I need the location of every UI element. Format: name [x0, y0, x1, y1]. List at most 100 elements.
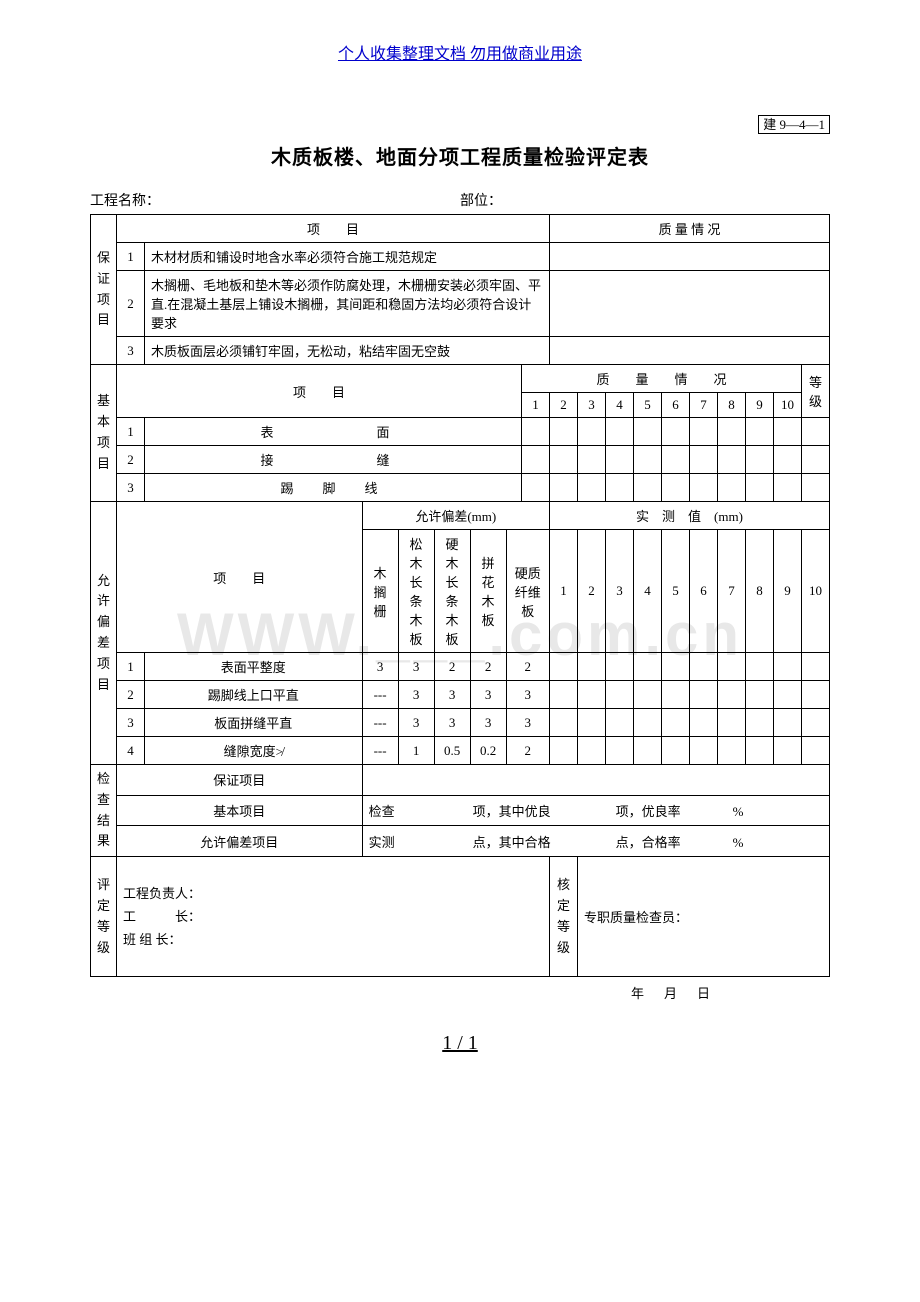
s3-v-2-1: 3 — [398, 681, 434, 709]
header-link: 个人收集整理文档 勿用做商业用途 — [90, 40, 830, 64]
s3-col-4: 硬质纤维板 — [506, 530, 549, 653]
section5-right-label: 核定等级 — [550, 857, 578, 977]
s3-v-2-3: 3 — [470, 681, 506, 709]
meta-row: 工程名称： 部位： — [90, 190, 830, 210]
s3-n4: 4 — [634, 530, 662, 653]
s3-v-1-1: 3 — [398, 653, 434, 681]
position-label: 部位： — [460, 190, 830, 210]
s3-n8: 8 — [746, 530, 774, 653]
section2-header-quality: 质 量 情 况 — [522, 365, 802, 393]
sig-foreman: 工 长： — [123, 905, 543, 928]
s3-v-2-2: 3 — [434, 681, 470, 709]
s3-v-2-0: --- — [362, 681, 398, 709]
s2-idx-3: 3 — [117, 474, 145, 502]
s3-n1: 1 — [550, 530, 578, 653]
s3-v-3-2: 3 — [434, 709, 470, 737]
s2-text-1: 表 面 — [145, 418, 522, 446]
s3-v-2-4: 3 — [506, 681, 549, 709]
s3-n6: 6 — [690, 530, 718, 653]
s3-label-2: 踢脚线上口平直 — [145, 681, 363, 709]
s3-v-3-1: 3 — [398, 709, 434, 737]
s3-idx-1: 1 — [117, 653, 145, 681]
page-title: 木质板楼、地面分项工程质量检验评定表 — [90, 141, 830, 170]
s3-n3: 3 — [606, 530, 634, 653]
s2-n2: 2 — [550, 393, 578, 418]
s3-n7: 7 — [718, 530, 746, 653]
s3-v-3-3: 3 — [470, 709, 506, 737]
s2-n10: 10 — [774, 393, 802, 418]
main-table: 保证项目 项 目 质 量 情 况 1 木材材质和铺设时地含水率必须符合施工规范规… — [90, 214, 830, 977]
s1-idx-3: 3 — [117, 337, 145, 365]
s3-v-4-1: 1 — [398, 737, 434, 765]
s3-v-4-3: 0.2 — [470, 737, 506, 765]
s3-v-4-4: 2 — [506, 737, 549, 765]
s3-n5: 5 — [662, 530, 690, 653]
s2-text-2: 接 缝 — [145, 446, 522, 474]
s1-text-3: 木质板面层必须铺钉牢固，无松动，粘结牢固无空鼓 — [145, 337, 550, 365]
s4-r2-text: 检查 项，其中优良 项，优良率 % — [362, 795, 829, 826]
section2-label: 基本项目 — [91, 365, 117, 502]
s3-v-4-0: --- — [362, 737, 398, 765]
s2-n4: 4 — [606, 393, 634, 418]
page-footer: 1 / 1 — [90, 1032, 830, 1055]
s1-idx-2: 2 — [117, 271, 145, 337]
section3-header-item: 项 目 — [117, 502, 363, 653]
s4-r3-label: 允许偏差项目 — [117, 826, 363, 857]
s5-sigs: 工程负责人： 工 长： 班 组 长： — [117, 857, 550, 977]
section3-label: 允许偏差项目 — [91, 502, 117, 765]
s2-idx-2: 2 — [117, 446, 145, 474]
s3-col-0: 木搁栅 — [362, 530, 398, 653]
s3-n10: 10 — [802, 530, 830, 653]
sig-project-leader: 工程负责人： — [123, 882, 543, 905]
s2-n1: 1 — [522, 393, 550, 418]
section2-header-item: 项 目 — [117, 365, 522, 418]
s1-q-3 — [550, 337, 830, 365]
sig-team-leader: 班 组 长： — [123, 928, 543, 951]
s2-n7: 7 — [690, 393, 718, 418]
section3-header-measured: 实 测 值 (mm) — [550, 502, 830, 530]
s3-v-3-0: --- — [362, 709, 398, 737]
s1-idx-1: 1 — [117, 243, 145, 271]
s3-n9: 9 — [774, 530, 802, 653]
s3-v-1-3: 2 — [470, 653, 506, 681]
form-code: 建 9—4—1 — [90, 114, 830, 133]
s3-n2: 2 — [578, 530, 606, 653]
s4-r2-label: 基本项目 — [117, 795, 363, 826]
s4-r1-label: 保证项目 — [117, 765, 363, 796]
date-row: 年月日 — [90, 983, 830, 1002]
s3-v-1-0: 3 — [362, 653, 398, 681]
s3-label-4: 缝隙宽度≯ — [145, 737, 363, 765]
s1-q-1 — [550, 243, 830, 271]
s3-v-1-4: 2 — [506, 653, 549, 681]
s1-text-1: 木材材质和铺设时地含水率必须符合施工规范规定 — [145, 243, 550, 271]
s2-n3: 3 — [578, 393, 606, 418]
s2-n5: 5 — [634, 393, 662, 418]
section1-header-item: 项 目 — [117, 215, 550, 243]
form-code-text: 建 9—4—1 — [758, 115, 830, 134]
s2-text-3: 踢 脚 线 — [145, 474, 522, 502]
s1-text-2: 木搁栅、毛地板和垫木等必须作防腐处理，木栅栅安装必须牢固、平直.在混凝土基层上铺… — [145, 271, 550, 337]
s3-label-3: 板面拼缝平直 — [145, 709, 363, 737]
s3-col-3: 拼花木板 — [470, 530, 506, 653]
s2-n6: 6 — [662, 393, 690, 418]
section2-header-grade: 等级 — [802, 365, 830, 418]
s2-n9: 9 — [746, 393, 774, 418]
s4-r3-text: 实测 点，其中合格 点，合格率 % — [362, 826, 829, 857]
s3-idx-4: 4 — [117, 737, 145, 765]
s3-v-4-2: 0.5 — [434, 737, 470, 765]
s3-col-2: 硬木长条木板 — [434, 530, 470, 653]
section3-header-allow: 允许偏差(mm) — [362, 502, 549, 530]
s2-idx-1: 1 — [117, 418, 145, 446]
s1-q-2 — [550, 271, 830, 337]
section1-label: 保证项目 — [91, 215, 117, 365]
project-name-label: 工程名称： — [90, 190, 460, 210]
s3-v-1-2: 2 — [434, 653, 470, 681]
s3-idx-2: 2 — [117, 681, 145, 709]
s3-idx-3: 3 — [117, 709, 145, 737]
section5-left-label: 评定等级 — [91, 857, 117, 977]
s3-label-1: 表面平整度 — [145, 653, 363, 681]
section4-label: 检查结果 — [91, 765, 117, 857]
s3-v-3-4: 3 — [506, 709, 549, 737]
s4-r1-text — [362, 765, 829, 796]
s2-n8: 8 — [718, 393, 746, 418]
